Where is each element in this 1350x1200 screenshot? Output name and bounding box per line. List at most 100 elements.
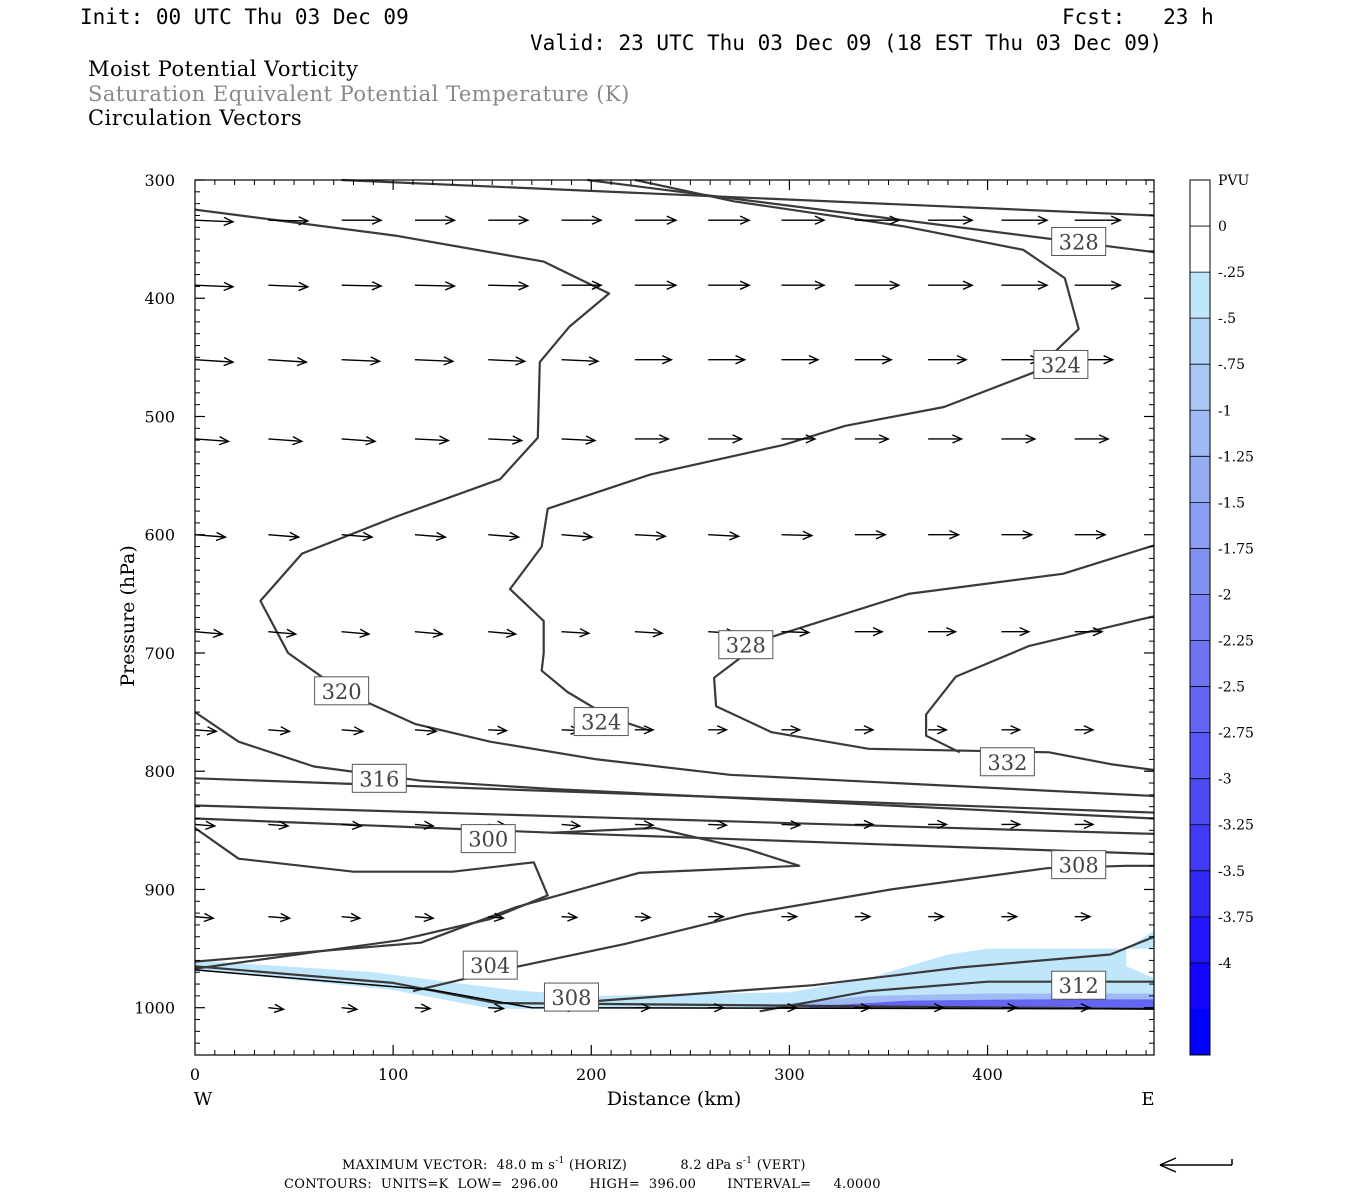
circulation-vector	[268, 628, 298, 639]
vector-head	[359, 628, 371, 639]
max-vector-text: MAXIMUM VECTOR: 48.0 m s-1 (HORIZ) 8.2 d…	[342, 1157, 806, 1173]
vector-head	[790, 725, 802, 735]
forecast-hour: Fcst: 23 h	[1062, 5, 1214, 29]
colorbar-swatch	[1190, 686, 1210, 734]
colorbar-tick-label: -.5	[1218, 311, 1236, 327]
circulation-vector	[561, 628, 591, 638]
y-tick-label: 900	[144, 880, 175, 899]
vector-head	[808, 355, 820, 365]
circulation-vector	[634, 725, 655, 735]
contour-label-text: 324	[581, 711, 621, 735]
colorbar-swatch	[1190, 778, 1210, 826]
east-label: E	[1141, 1089, 1154, 1110]
contour-label: 324	[1033, 349, 1089, 379]
vector-shaft	[561, 534, 593, 538]
vector-shaft	[488, 915, 504, 919]
circulation-vector	[1074, 215, 1123, 225]
colorbar-swatch	[1190, 456, 1210, 503]
colorbar-swatch	[1190, 410, 1210, 457]
vector-head	[1092, 626, 1104, 637]
valid-time: Valid: 23 UTC Thu 03 Dec 09 (18 EST Thu …	[530, 31, 1163, 55]
circulation-vector	[708, 725, 729, 735]
theta-es-contour	[194, 965, 1155, 1010]
circulation-vector	[414, 435, 451, 445]
circulation-vector	[341, 356, 382, 366]
circulation-vector	[634, 280, 678, 290]
circulation-vector	[488, 356, 527, 366]
y-tick-label: 500	[144, 407, 175, 426]
y-tick-label: 800	[144, 762, 175, 781]
vector-head	[423, 912, 435, 923]
vector-shaft	[781, 534, 812, 537]
contour-label-text: 324	[1041, 353, 1081, 377]
vector-head	[371, 215, 383, 225]
left-arrow-icon	[1159, 1157, 1233, 1173]
theta-es-contour	[712, 544, 1155, 772]
vector-head	[505, 628, 518, 639]
title-mpv: Moist Potential Vorticity	[88, 57, 359, 81]
circulation-vector	[1074, 911, 1092, 922]
vector-head	[728, 531, 741, 541]
vector-shaft	[488, 284, 528, 287]
max-vector-v-tag: (VERT)	[756, 1158, 806, 1173]
vector-head	[640, 912, 652, 922]
vector-shaft	[194, 359, 234, 363]
circulation-vector	[268, 1003, 286, 1014]
vector-head	[799, 627, 811, 637]
vector-head	[292, 436, 304, 446]
contour-label-box	[718, 630, 774, 660]
circulation-vector	[341, 436, 377, 446]
contour-label-layer: 328 324 328 320 324 332 316 300 308 304 308 312	[314, 226, 1107, 1012]
vector-head	[444, 281, 457, 291]
colorbar-swatch	[1190, 640, 1210, 688]
theta-es-contour	[194, 804, 1155, 835]
circulation-vector	[634, 355, 674, 365]
vector-shaft	[194, 823, 215, 827]
vector-shaft	[341, 915, 360, 919]
contour-label: 300	[460, 824, 516, 854]
contours-info: CONTOURS: UNITS=K LOW= 296.00 HIGH= 396.…	[284, 1177, 881, 1192]
circulation-vector	[634, 434, 671, 444]
vector-shaft	[708, 534, 739, 538]
contour-label: 304	[462, 950, 518, 980]
contour-label-box	[1051, 226, 1107, 256]
circulation-vector	[561, 912, 579, 922]
vector-shaft	[194, 729, 217, 733]
colorbar-swatch	[1190, 1008, 1210, 1056]
vector-head	[956, 355, 968, 365]
contour-label: 308	[543, 982, 599, 1012]
circulation-vector	[341, 531, 374, 542]
circulation-vector	[1074, 819, 1095, 830]
vector-head	[889, 215, 901, 225]
vector-shaft	[488, 1007, 504, 1010]
theta-es-contour	[194, 827, 549, 970]
colorbar-swatch	[1190, 180, 1210, 227]
contour-label-box	[1051, 970, 1107, 1000]
vector-shaft	[414, 284, 455, 287]
circulation-vector	[928, 725, 949, 735]
vector-shaft	[634, 823, 654, 826]
colorbar-swatch	[1190, 272, 1210, 319]
contour-label-box	[460, 824, 516, 854]
colorbar-tick-label: -3	[1218, 772, 1232, 788]
circulation-vector	[341, 1003, 359, 1014]
circulation-vector	[561, 531, 594, 542]
circulation-vector	[708, 434, 744, 444]
contour-label: 328	[1051, 226, 1107, 256]
colorbar-tick-label: -2	[1218, 587, 1232, 603]
vector-head	[212, 628, 225, 639]
circulation-vector	[1001, 819, 1022, 830]
vector-shaft	[561, 630, 589, 634]
circulation-vector	[708, 215, 751, 225]
circulation-vector	[854, 530, 887, 540]
circulation-vector	[854, 215, 901, 225]
vector-shaft	[561, 438, 596, 442]
contour-label-box	[543, 982, 599, 1012]
vector-head	[438, 435, 451, 445]
vector-head	[735, 355, 747, 365]
circulation-vector	[268, 820, 290, 831]
circulation-vector	[854, 626, 884, 637]
circulation-vector	[414, 628, 445, 639]
vector-shaft	[341, 359, 380, 363]
vector-head	[863, 819, 875, 830]
